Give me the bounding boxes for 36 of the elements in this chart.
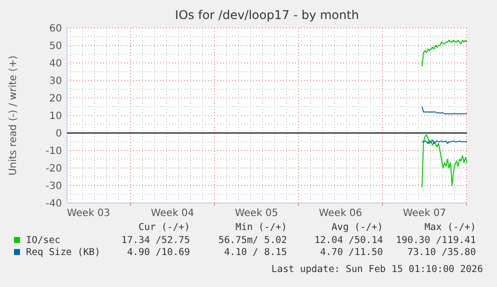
text: Last update: Sun Feb 15 01:10:00 2026 [271,264,484,275]
text: 73.10 /35.80 [407,247,476,258]
y-tick-label: -20 [46,164,62,174]
y-tick-label: -10 [46,146,62,157]
y-tick-label: 10 [49,111,62,122]
text: 4.90 /10.69 [127,247,190,258]
y-tick-label: 40 [49,58,62,70]
y-tick-label: 50 [49,41,62,52]
text: Cur (-/+) [138,222,190,233]
text: 56.75m/ 5.02 [218,235,287,246]
legend-label: Req Size (KB) [26,247,100,258]
y-tick-label: 20 [49,94,62,104]
x-tick-label: Week 05 [234,208,278,219]
x-tick-label: Week 07 [402,208,446,219]
chart-title: IOs for /dev/loop17 - by month [175,8,359,22]
text: 4.10 / 8.15 [224,247,287,258]
line-series [422,40,468,67]
text: Avg (-/+) [332,222,383,233]
y-tick-label: -30 [46,181,62,192]
y-tick-label: 60 [49,24,62,34]
text: 4.70 /11.50 [320,247,384,258]
y-tick-label: 0 [56,128,62,140]
y-tick-label: 30 [49,76,62,87]
x-tick-label: Week 04 [150,208,194,219]
text: 190.30 /119.41 [396,235,476,246]
y-tick-label: -40 [46,198,62,210]
line-series [422,106,468,114]
legend-label: IO/sec [26,235,60,246]
text: 12.04 /50.14 [314,235,384,246]
text: Max (-/+) [424,222,476,233]
line-series [422,134,468,188]
x-tick-label: Week 03 [66,208,110,219]
y-axis-title: Units read (-) / write (+) [8,55,19,176]
text: Min (-/+) [236,222,287,233]
x-tick-label: Week 06 [318,208,362,219]
text: 17.34 /52.75 [121,235,190,246]
